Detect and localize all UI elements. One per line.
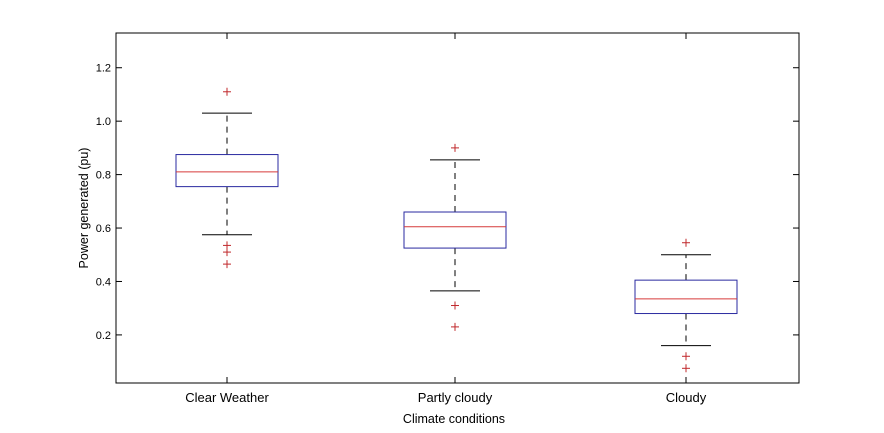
outlier-point (223, 87, 231, 96)
box-series (175, 87, 738, 373)
outlier-point (223, 260, 231, 269)
y-axis-title: Power generated (pu) (77, 148, 91, 269)
plot-area (115, 32, 800, 384)
x-tick-label: Cloudy (666, 390, 707, 405)
y-tick-label: 1.2 (96, 63, 111, 75)
outlier-point (682, 352, 690, 361)
x-axis-title: Climate conditions (403, 412, 505, 426)
outlier-point (451, 301, 459, 310)
iqr-box (634, 279, 738, 315)
x-tick-label: Partly cloudy (418, 390, 493, 405)
outlier-point (451, 322, 459, 331)
iqr-box (403, 211, 507, 249)
y-tick-label: 0.6 (96, 223, 111, 235)
iqr-box (175, 154, 279, 188)
y-tick-label: 1.0 (96, 116, 111, 128)
y-tick-label: 0.4 (96, 276, 111, 288)
outlier-point (682, 364, 690, 373)
y-tick-label: 0.8 (96, 170, 111, 182)
x-axis: Clear Weather Partly cloudy Cloudy (185, 33, 707, 405)
x-tick-label: Clear Weather (185, 390, 269, 405)
outlier-point (223, 241, 231, 250)
outlier-point (223, 248, 231, 257)
y-axis: 0.2 0.4 0.6 0.8 1.0 1.2 (96, 63, 799, 342)
y-tick-label: 0.2 (96, 330, 111, 342)
box-2 (403, 143, 507, 331)
box-3 (634, 238, 738, 373)
outlier-point (451, 143, 459, 152)
box-1 (175, 87, 279, 269)
outlier-point (682, 238, 690, 247)
